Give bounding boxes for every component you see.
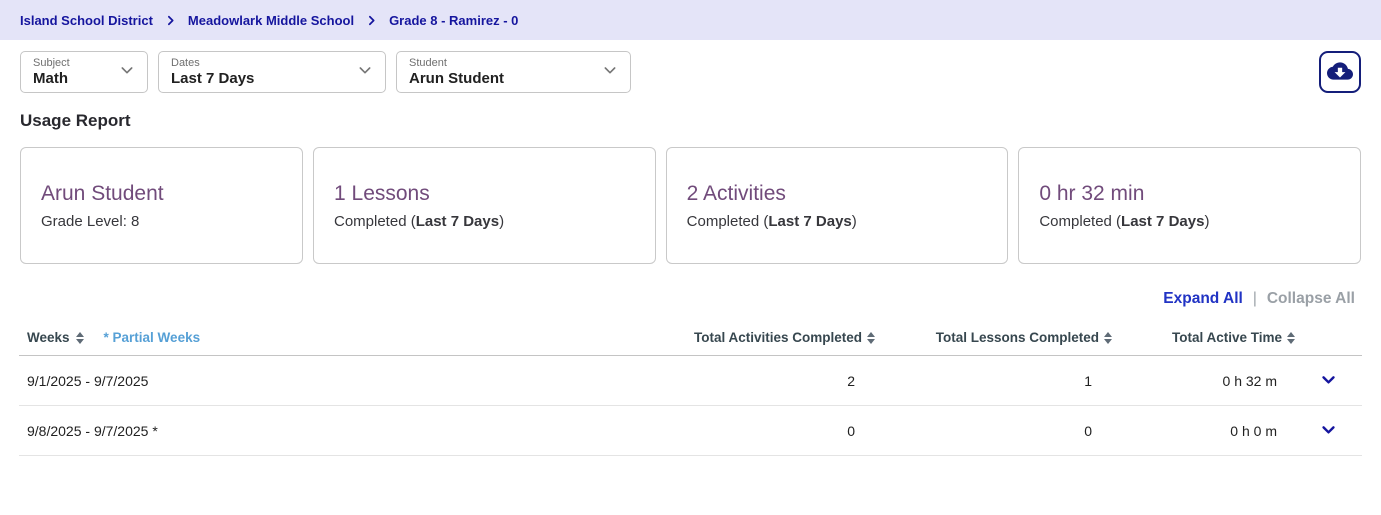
dates-select[interactable]: Dates Last 7 Days (158, 51, 386, 93)
download-report-button[interactable] (1319, 51, 1361, 93)
student-select-label: Student (409, 57, 447, 70)
subject-select-value: Math (33, 69, 68, 87)
table-row: 9/1/2025 - 9/7/2025 2 1 0 h 32 m (19, 356, 1362, 406)
lessons-completed-cell: 1 (1084, 372, 1092, 389)
chevron-right-icon (365, 14, 378, 27)
chevron-down-icon (357, 62, 373, 83)
table-controls: Expand All | Collapse All (0, 264, 1381, 320)
dates-select-value: Last 7 Days (171, 69, 255, 87)
card-title: 2 Activities (686, 181, 786, 205)
lessons-summary-card: 1 Lessons Completed (Last 7 Days) (313, 147, 656, 264)
chevron-down-icon (1320, 421, 1337, 441)
card-title: 0 hr 32 min (1039, 181, 1145, 205)
page-title: Usage Report (20, 111, 131, 130)
cloud-download-icon (1327, 58, 1353, 87)
card-title: 1 Lessons (334, 181, 430, 205)
chevron-right-icon (164, 14, 177, 27)
weeks-column-header[interactable]: Weeks (19, 330, 84, 345)
subject-select[interactable]: Subject Math (20, 51, 148, 93)
sort-icon (1287, 331, 1295, 344)
activities-summary-card: 2 Activities Completed (Last 7 Days) (665, 147, 1009, 264)
active-time-column-header[interactable]: Total Active Time (1112, 330, 1295, 345)
chevron-down-icon (602, 62, 618, 83)
chevron-down-icon (1320, 371, 1337, 391)
student-select[interactable]: Student Arun Student (396, 51, 631, 93)
chevron-down-icon (119, 62, 135, 83)
card-title: Arun Student (41, 181, 164, 205)
subject-select-label: Subject (33, 57, 70, 70)
sort-icon (75, 331, 84, 344)
active-time-cell: 0 h 0 m (1230, 422, 1277, 439)
weekly-usage-table: Weeks * Partial Weeks Total Activities C… (19, 320, 1362, 456)
student-summary-card: Arun Student Grade Level: 8 (20, 147, 303, 264)
summary-cards: Arun Student Grade Level: 8 1 Lessons Co… (0, 147, 1381, 264)
student-select-value: Arun Student (409, 69, 504, 87)
activities-column-header[interactable]: Total Activities Completed (625, 330, 875, 345)
week-range-cell: 9/8/2025 - 9/7/2025 * (27, 422, 158, 439)
activities-completed-cell: 0 (847, 422, 855, 439)
row-expand-button[interactable] (1295, 371, 1362, 391)
breadcrumb: Island School District Meadowlark Middle… (0, 0, 1381, 40)
breadcrumb-class-link[interactable]: Grade 8 - Ramirez - 0 (389, 12, 519, 28)
table-row: 9/8/2025 - 9/7/2025 * 0 0 0 h 0 m (19, 406, 1362, 456)
active-time-summary-card: 0 hr 32 min Completed (Last 7 Days) (1018, 147, 1362, 264)
activities-completed-cell: 2 (847, 372, 855, 389)
card-subtitle: Completed (Last 7 Days) (334, 212, 505, 230)
card-subtitle: Completed (Last 7 Days) (1039, 212, 1210, 230)
filter-toolbar: Subject Math Dates Last 7 Days Student A… (0, 40, 1381, 103)
collapse-all-link[interactable]: Collapse All (1266, 290, 1355, 307)
week-range-cell: 9/1/2025 - 9/7/2025 (27, 372, 149, 389)
dates-select-label: Dates (171, 57, 200, 70)
card-subtitle: Completed (Last 7 Days) (686, 212, 857, 230)
row-expand-button[interactable] (1295, 421, 1362, 441)
expand-all-link[interactable]: Expand All (1163, 290, 1243, 307)
sort-icon (867, 331, 875, 344)
card-subtitle: Grade Level: 8 (41, 212, 140, 230)
lessons-column-header[interactable]: Total Lessons Completed (875, 330, 1112, 345)
lessons-completed-cell: 0 (1084, 422, 1092, 439)
table-header-row: Weeks * Partial Weeks Total Activities C… (19, 320, 1362, 356)
link-separator: | (1252, 290, 1257, 307)
partial-weeks-legend[interactable]: * Partial Weeks (103, 330, 201, 345)
breadcrumb-district-link[interactable]: Island School District (20, 12, 153, 28)
active-time-cell: 0 h 32 m (1222, 372, 1277, 389)
sort-icon (1104, 331, 1112, 344)
breadcrumb-school-link[interactable]: Meadowlark Middle School (187, 12, 355, 28)
